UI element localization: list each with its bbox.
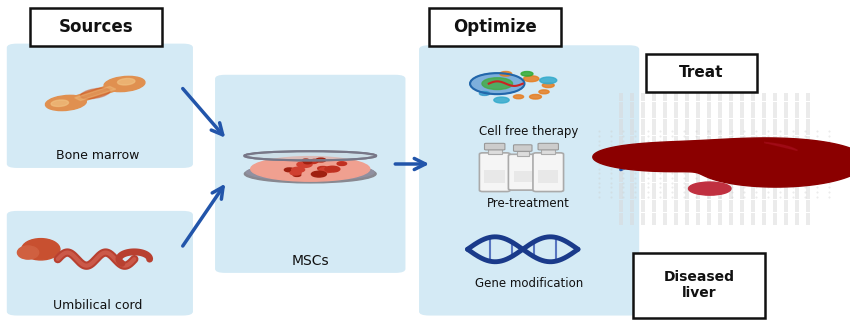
Bar bbox=[488, 149, 502, 154]
Ellipse shape bbox=[51, 100, 69, 107]
FancyBboxPatch shape bbox=[419, 45, 639, 316]
Circle shape bbox=[318, 167, 328, 171]
Circle shape bbox=[308, 160, 318, 164]
Circle shape bbox=[292, 167, 304, 172]
Circle shape bbox=[521, 72, 533, 76]
Circle shape bbox=[500, 72, 512, 76]
Circle shape bbox=[293, 174, 301, 176]
FancyBboxPatch shape bbox=[215, 75, 405, 273]
Ellipse shape bbox=[117, 78, 135, 85]
FancyBboxPatch shape bbox=[646, 54, 756, 92]
FancyBboxPatch shape bbox=[7, 211, 193, 316]
Circle shape bbox=[285, 168, 294, 172]
Text: MSCs: MSCs bbox=[292, 254, 329, 268]
Polygon shape bbox=[61, 82, 129, 105]
FancyBboxPatch shape bbox=[533, 153, 564, 192]
FancyBboxPatch shape bbox=[484, 143, 505, 150]
Bar bbox=[538, 171, 558, 183]
FancyBboxPatch shape bbox=[7, 44, 193, 168]
Ellipse shape bbox=[22, 239, 60, 260]
Ellipse shape bbox=[245, 165, 376, 183]
FancyBboxPatch shape bbox=[479, 153, 510, 192]
Circle shape bbox=[303, 161, 312, 164]
Circle shape bbox=[539, 90, 549, 94]
Circle shape bbox=[303, 159, 309, 162]
Text: Gene modification: Gene modification bbox=[474, 277, 583, 290]
FancyBboxPatch shape bbox=[429, 8, 561, 46]
Circle shape bbox=[311, 159, 319, 162]
Circle shape bbox=[524, 76, 539, 82]
Circle shape bbox=[316, 158, 326, 162]
Ellipse shape bbox=[251, 157, 370, 181]
Circle shape bbox=[319, 168, 332, 173]
Text: Sources: Sources bbox=[59, 18, 133, 36]
Polygon shape bbox=[592, 138, 850, 187]
Circle shape bbox=[494, 97, 509, 103]
Text: Pre-treatment: Pre-treatment bbox=[487, 197, 570, 210]
Bar bbox=[484, 171, 505, 183]
Circle shape bbox=[297, 162, 312, 167]
FancyBboxPatch shape bbox=[538, 143, 558, 150]
Circle shape bbox=[530, 94, 541, 99]
Circle shape bbox=[470, 73, 524, 94]
Circle shape bbox=[482, 78, 513, 90]
Ellipse shape bbox=[81, 88, 110, 99]
FancyBboxPatch shape bbox=[633, 253, 765, 318]
Ellipse shape bbox=[688, 182, 731, 195]
Circle shape bbox=[290, 171, 301, 175]
Text: Diseased
liver: Diseased liver bbox=[664, 270, 734, 300]
Bar bbox=[541, 149, 555, 154]
Circle shape bbox=[513, 95, 524, 99]
Circle shape bbox=[337, 162, 347, 165]
Ellipse shape bbox=[18, 246, 39, 259]
Polygon shape bbox=[75, 87, 116, 100]
FancyBboxPatch shape bbox=[513, 145, 532, 151]
Circle shape bbox=[540, 77, 557, 84]
Circle shape bbox=[325, 166, 340, 172]
Text: Umbilical cord: Umbilical cord bbox=[53, 299, 143, 312]
Text: Optimize: Optimize bbox=[453, 18, 537, 36]
Circle shape bbox=[542, 83, 554, 88]
Bar bbox=[513, 171, 532, 182]
FancyBboxPatch shape bbox=[30, 8, 162, 46]
Ellipse shape bbox=[245, 151, 376, 160]
Ellipse shape bbox=[45, 95, 87, 111]
Circle shape bbox=[479, 92, 490, 95]
Text: Bone marrow: Bone marrow bbox=[56, 149, 139, 162]
Ellipse shape bbox=[246, 164, 374, 180]
FancyBboxPatch shape bbox=[508, 154, 537, 190]
Circle shape bbox=[311, 171, 326, 177]
Bar bbox=[517, 151, 529, 155]
Ellipse shape bbox=[104, 76, 145, 92]
Text: Treat: Treat bbox=[679, 66, 723, 80]
Polygon shape bbox=[764, 142, 797, 151]
Text: Cell free therapy: Cell free therapy bbox=[479, 125, 578, 138]
